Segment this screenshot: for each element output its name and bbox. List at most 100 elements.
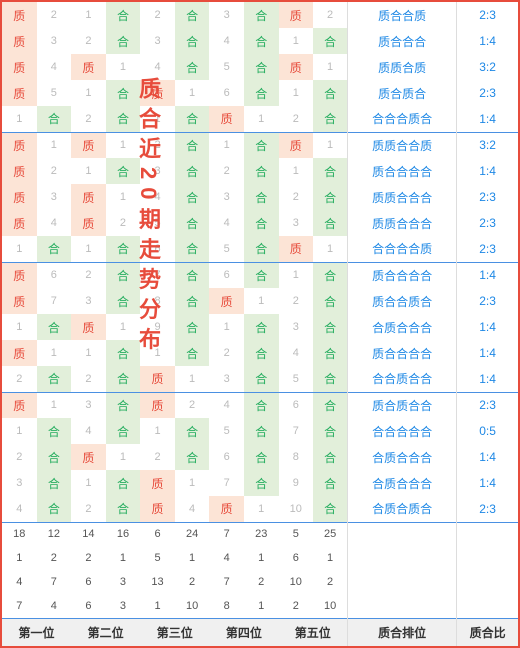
pattern-cell: 质质合合合 bbox=[348, 184, 457, 210]
cell: 4 bbox=[71, 418, 106, 444]
cell: 10 bbox=[279, 496, 314, 522]
cell: 9 bbox=[279, 470, 314, 496]
stats-cell bbox=[457, 522, 518, 546]
header-cell: 第三位 bbox=[140, 618, 209, 646]
cell: 7 bbox=[37, 288, 72, 314]
cell: 合 bbox=[175, 132, 210, 158]
ratio-cell: 1:4 bbox=[457, 28, 518, 54]
cell: 合 bbox=[313, 444, 348, 470]
cell: 2 bbox=[279, 184, 314, 210]
cell: 4 bbox=[2, 496, 37, 522]
cell: 4 bbox=[140, 184, 175, 210]
pattern-cell: 合质合合合 bbox=[348, 470, 457, 496]
data-row: 质4质25合4合3合质质合合合2:3 bbox=[2, 210, 518, 236]
cell: 合 bbox=[106, 2, 141, 28]
ratio-cell: 1:4 bbox=[457, 106, 518, 132]
pattern-cell: 合合质合合 bbox=[348, 366, 457, 392]
cell: 质 bbox=[2, 210, 37, 236]
cell: 合 bbox=[106, 288, 141, 314]
cell: 质 bbox=[209, 496, 244, 522]
cell: 1 bbox=[140, 106, 175, 132]
cell: 1 bbox=[175, 80, 210, 106]
pattern-cell: 质合质合 bbox=[348, 80, 457, 106]
cell: 合 bbox=[244, 366, 279, 392]
cell: 1 bbox=[279, 262, 314, 288]
cell: 3 bbox=[2, 470, 37, 496]
cell: 1 bbox=[37, 392, 72, 418]
pattern-cell: 合质合合合 bbox=[348, 314, 457, 340]
stats-cell bbox=[348, 546, 457, 570]
stats-row: 18121416624723525 bbox=[2, 522, 518, 546]
cell: 合 bbox=[313, 470, 348, 496]
cell: 2 bbox=[209, 158, 244, 184]
pattern-cell: 质合合合合 bbox=[348, 158, 457, 184]
cell: 质 bbox=[2, 158, 37, 184]
ratio-cell: 2:3 bbox=[457, 496, 518, 522]
stats-cell bbox=[457, 594, 518, 618]
cell: 2 bbox=[37, 2, 72, 28]
stats-cell: 2 bbox=[71, 546, 106, 570]
cell: 1 bbox=[37, 132, 72, 158]
ratio-cell: 2:3 bbox=[457, 288, 518, 314]
cell: 合 bbox=[37, 470, 72, 496]
pattern-cell: 合质合合合 bbox=[348, 444, 457, 470]
stats-cell bbox=[348, 570, 457, 594]
cell: 7 bbox=[279, 418, 314, 444]
cell: 1 bbox=[209, 132, 244, 158]
cell: 质 bbox=[2, 28, 37, 54]
ratio-cell: 0:5 bbox=[457, 418, 518, 444]
cell: 质 bbox=[71, 184, 106, 210]
data-row: 质3质14合3合2合质质合合合2:3 bbox=[2, 184, 518, 210]
cell: 5 bbox=[209, 54, 244, 80]
data-row: 质32合3合4合1合质合合合1:4 bbox=[2, 28, 518, 54]
stats-cell: 3 bbox=[106, 594, 141, 618]
cell: 合 bbox=[37, 444, 72, 470]
stats-cell: 1 bbox=[2, 546, 37, 570]
pattern-cell: 质合合质合 bbox=[348, 288, 457, 314]
stats-cell: 1 bbox=[175, 546, 210, 570]
cell: 合 bbox=[175, 184, 210, 210]
cell: 4 bbox=[37, 54, 72, 80]
pattern-cell: 质合合合合 bbox=[348, 340, 457, 366]
data-row: 质73合8合质12合质合合质合2:3 bbox=[2, 288, 518, 314]
ratio-cell: 1:4 bbox=[457, 340, 518, 366]
cell: 质 bbox=[279, 2, 314, 28]
cell: 质 bbox=[140, 80, 175, 106]
stats-cell bbox=[457, 570, 518, 594]
stats-cell: 7 bbox=[209, 522, 244, 546]
cell: 质 bbox=[2, 392, 37, 418]
cell: 合 bbox=[244, 132, 279, 158]
cell: 合 bbox=[244, 236, 279, 262]
stats-cell: 6 bbox=[140, 522, 175, 546]
data-row: 质51合质16合1合质合质合2:3 bbox=[2, 80, 518, 106]
cell: 1 bbox=[175, 470, 210, 496]
cell: 2 bbox=[71, 28, 106, 54]
cell: 6 bbox=[209, 80, 244, 106]
cell: 合 bbox=[175, 54, 210, 80]
cell: 1 bbox=[140, 418, 175, 444]
stats-row: 746311081210 bbox=[2, 594, 518, 618]
stats-cell: 6 bbox=[71, 570, 106, 594]
cell: 4 bbox=[140, 54, 175, 80]
ratio-cell: 3:2 bbox=[457, 54, 518, 80]
cell: 2 bbox=[175, 392, 210, 418]
cell: 1 bbox=[2, 236, 37, 262]
cell: 1 bbox=[313, 132, 348, 158]
stats-cell: 12 bbox=[37, 522, 72, 546]
cell: 合 bbox=[244, 470, 279, 496]
cell: 3 bbox=[37, 28, 72, 54]
cell: 合 bbox=[106, 28, 141, 54]
cell: 1 bbox=[2, 418, 37, 444]
cell: 8 bbox=[140, 288, 175, 314]
cell: 2 bbox=[37, 158, 72, 184]
cell: 合 bbox=[106, 340, 141, 366]
cell: 合 bbox=[313, 392, 348, 418]
cell: 合 bbox=[106, 158, 141, 184]
cell: 7 bbox=[140, 262, 175, 288]
cell: 6 bbox=[140, 236, 175, 262]
cell: 合 bbox=[313, 28, 348, 54]
ratio-cell: 1:4 bbox=[457, 366, 518, 392]
cell: 合 bbox=[106, 496, 141, 522]
cell: 质 bbox=[2, 262, 37, 288]
cell: 3 bbox=[209, 2, 244, 28]
